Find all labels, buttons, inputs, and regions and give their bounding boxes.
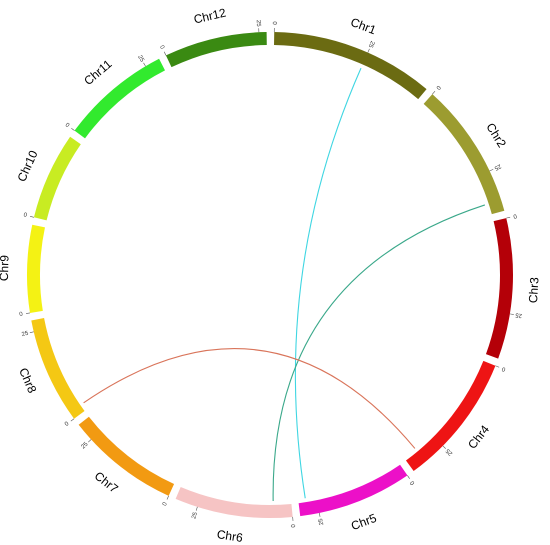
tick-label: 0	[501, 365, 507, 372]
tick-mark	[29, 331, 34, 334]
tick-mark	[495, 365, 500, 368]
chromosome-label: Chr9	[0, 255, 12, 282]
tick-label: 25	[367, 40, 375, 49]
chromosome-label: Chr10	[14, 148, 40, 184]
chromosome-arc	[405, 360, 496, 471]
chromosome-arc	[31, 318, 85, 419]
tick-mark	[87, 439, 92, 443]
chromosome-arc	[27, 224, 45, 313]
chromosome-label: Chr7	[92, 469, 121, 496]
tick-label: 25	[493, 162, 502, 171]
tick-mark	[195, 506, 198, 511]
tick-mark	[166, 495, 169, 500]
tick-mark	[29, 216, 35, 218]
tick-label: 25	[514, 311, 522, 318]
chromosome-arc	[74, 58, 166, 139]
chromosome-arc	[423, 94, 505, 215]
tick-mark	[25, 312, 31, 314]
chromosome-label: Chr12	[192, 5, 227, 26]
synteny-link	[272, 204, 486, 501]
tick-label: 0	[162, 501, 169, 507]
tick-label: 0	[158, 45, 165, 51]
tick-mark	[489, 169, 494, 172]
chromosome-arc	[78, 416, 175, 496]
chromosome-label: Chr4	[465, 422, 492, 451]
chromosome-label: Chr2	[483, 121, 509, 151]
tick-label: 0	[23, 212, 28, 219]
tick-mark	[432, 91, 436, 95]
tick-label: 0	[64, 421, 71, 428]
tick-mark	[442, 445, 446, 449]
tick-label: 25	[445, 447, 454, 456]
chromosome-arc	[298, 464, 408, 517]
tick-label: 25	[318, 517, 325, 525]
chromosome-arc	[33, 136, 81, 221]
tick-label: 25	[136, 54, 145, 63]
synteny-link	[294, 67, 362, 499]
chromosome-arc	[274, 32, 427, 100]
tick-mark	[407, 475, 410, 479]
chromosome-arc	[165, 32, 267, 68]
tick-label: 0	[512, 212, 517, 219]
tick-label: 0	[409, 479, 416, 486]
tick-mark	[318, 512, 321, 517]
tick-mark	[367, 48, 370, 53]
chromosome-label: Chr11	[81, 57, 115, 88]
tick-label: 0	[271, 21, 277, 25]
tick-label: 0	[64, 122, 71, 129]
tick-mark	[70, 418, 75, 422]
tick-mark	[143, 62, 146, 67]
tick-mark	[163, 51, 167, 56]
tick-label: 25	[80, 441, 89, 450]
tick-label: 0	[291, 523, 297, 528]
tick-mark	[509, 313, 514, 315]
tick-label: 0	[434, 84, 441, 91]
tick-label: 25	[21, 331, 30, 339]
chromosome-arc	[175, 486, 293, 518]
tick-label: 25	[255, 20, 261, 28]
tick-label: 0	[19, 312, 24, 319]
chromosome-label: Chr6	[216, 527, 244, 545]
chromosome-label: Chr3	[526, 276, 541, 303]
tick-mark	[71, 127, 75, 131]
tick-mark	[506, 216, 511, 219]
chromosome-label: Chr1	[349, 15, 379, 37]
chromosome-label: Chr8	[16, 366, 39, 396]
chromosome-arc	[485, 218, 513, 359]
tick-label: 25	[191, 511, 199, 520]
chromosome-label: Chr5	[349, 511, 379, 533]
synteny-link	[83, 348, 416, 449]
